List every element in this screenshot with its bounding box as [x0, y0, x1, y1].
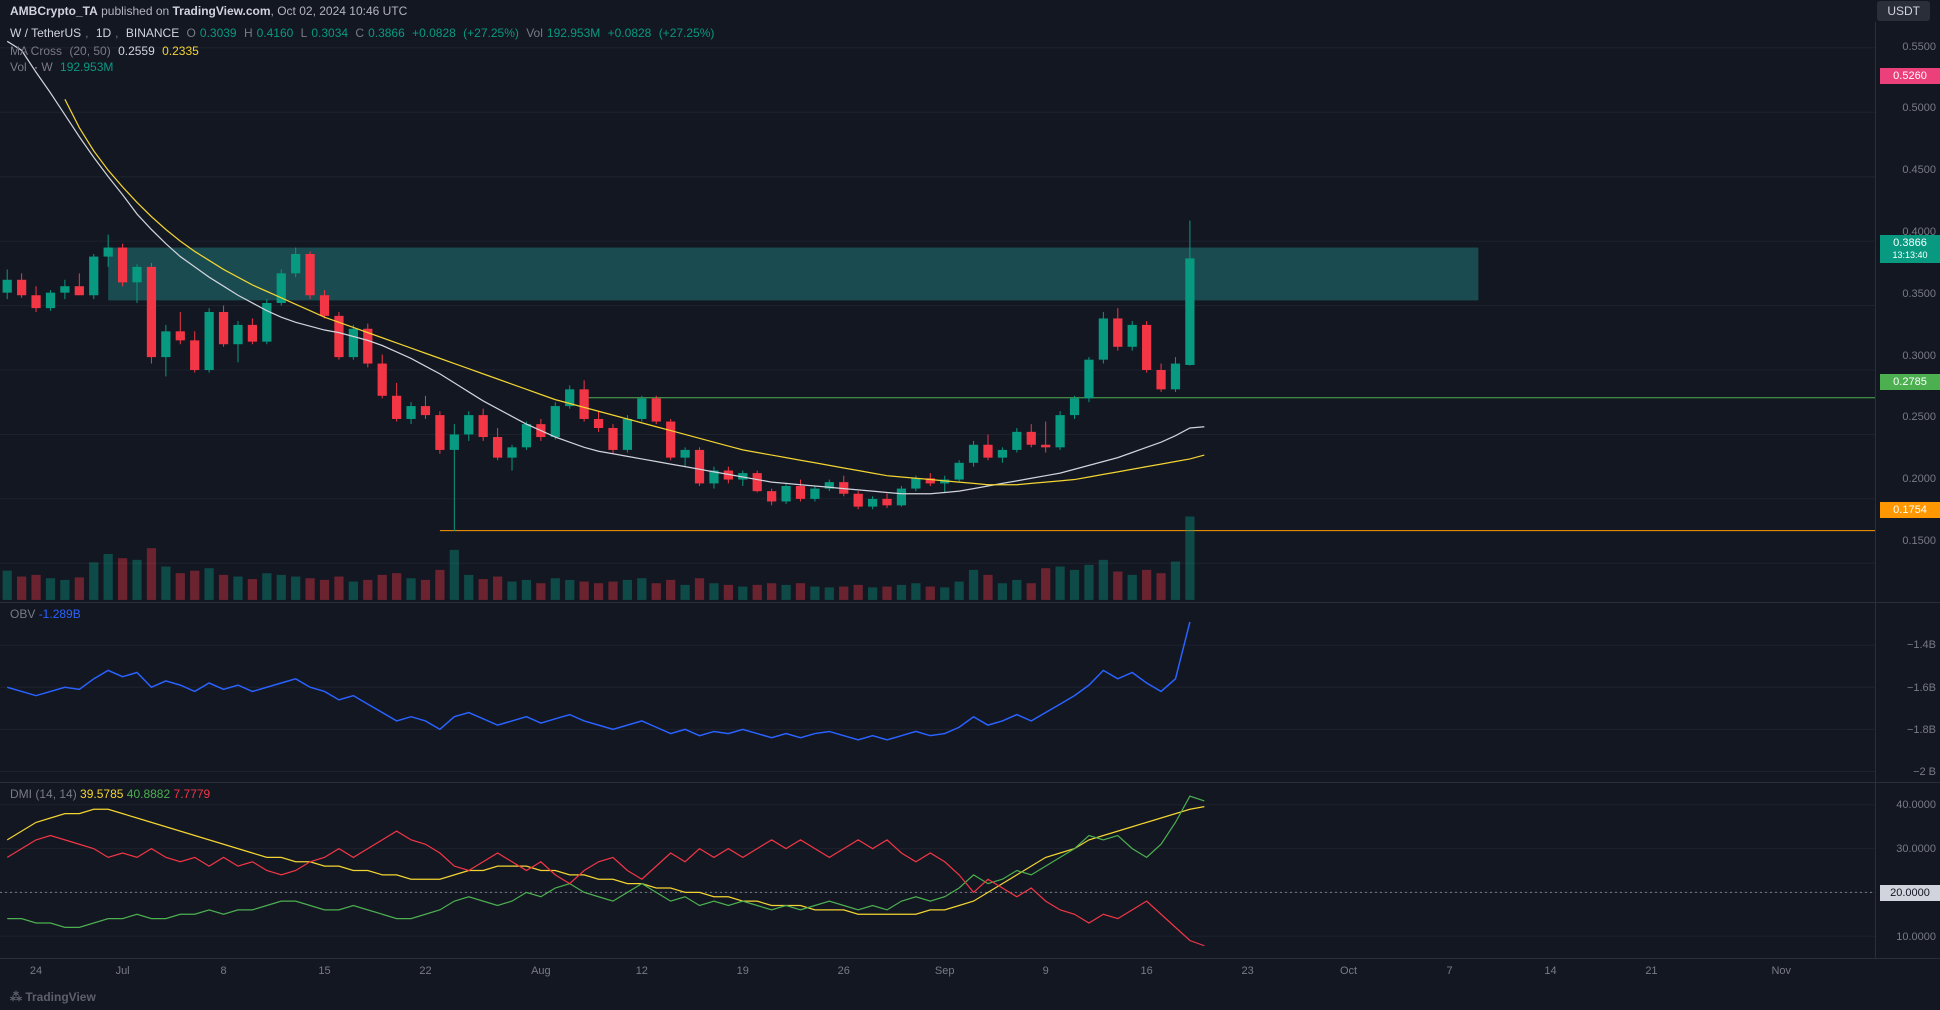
footer-brand: ⁂ TradingView — [0, 986, 1940, 1010]
tradingview-logo-icon: ⁂ — [10, 990, 25, 1004]
volume-info: Vol · W 192.953M — [10, 60, 117, 74]
dmi-title: DMI (14, 14) 39.5785 40.8882 7.7779 — [10, 787, 210, 801]
obv-title: OBV -1.289B — [10, 607, 81, 621]
time-axis: 24Jul81522Aug121926Sep91623Oct71421Nov — [0, 958, 1940, 986]
ma-cross-info: MA Cross (20, 50) 0.2559 0.2335 — [10, 44, 203, 58]
dmi-plot — [0, 783, 1875, 958]
quote-currency-button[interactable]: USDT — [1877, 1, 1930, 21]
dmi-axis: 10.000020.000030.000040.000020.0000 — [1875, 783, 1940, 958]
price-plot — [0, 22, 1875, 602]
price-axis: 0.15000.20000.25000.30000.35000.40000.45… — [1875, 22, 1940, 602]
dmi-pane[interactable]: DMI (14, 14) 39.5785 40.8882 7.7779 10.0… — [0, 782, 1940, 958]
obv-axis: −1.4B−1.6B−1.8B−2 B — [1875, 603, 1940, 782]
publish-info: AMBCrypto_TA published on TradingView.co… — [10, 4, 407, 18]
main-price-chart[interactable]: W / TetherUS, 1D, BINANCE O0.3039 H0.416… — [0, 22, 1940, 602]
header: AMBCrypto_TA published on TradingView.co… — [0, 0, 1940, 22]
obv-plot — [0, 603, 1875, 782]
symbol-info-row: W / TetherUS, 1D, BINANCE O0.3039 H0.416… — [10, 26, 718, 40]
obv-pane[interactable]: OBV -1.289B −1.4B−1.6B−1.8B−2 B — [0, 602, 1940, 782]
